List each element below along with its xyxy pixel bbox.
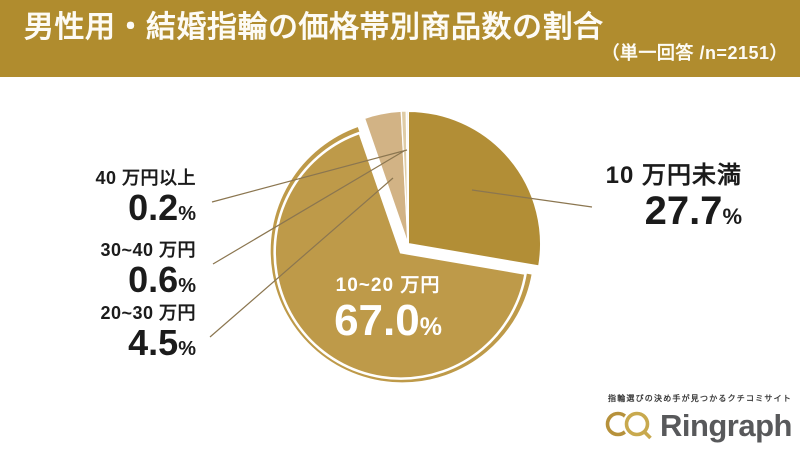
sample-size-note: （単一回答 /n=2151） [601, 43, 788, 63]
callout-20-30man: 20~30 万円 4.5% [100, 303, 196, 361]
brand-tagline: 指輪選びの決め手が見つかるクチコミサイト [608, 394, 792, 403]
percent-sign: % [178, 337, 196, 360]
callout-under-10man: 10 万円未満 27.7% [606, 162, 742, 231]
callout-value: 4.5% [128, 321, 196, 363]
header: 男性用・結婚指輪の価格帯別商品数の割合 （単一回答 /n=2151） [0, 0, 800, 77]
page-title: 男性用・結婚指輪の価格帯別商品数の割合 [24, 11, 604, 44]
leader-line-under-10man [471, 189, 593, 208]
pie-slice-under-10man [407, 109, 542, 268]
percent-sign: % [178, 274, 196, 297]
callout-30-40man: 30~40 万円 0.6% [100, 240, 196, 298]
callout-value: 27.7% [644, 188, 742, 233]
pie-slice-inset-line [273, 131, 528, 380]
percent-sign: % [722, 203, 742, 229]
brand-logo: 指輪選びの決め手が見つかるクチコミサイト Ringraph [604, 393, 793, 444]
callout-category: 40 万円以上 [95, 168, 196, 188]
callout-value: 0.6% [128, 258, 196, 300]
leader-line-20-30man [209, 177, 394, 338]
callout-category: 10 万円未満 [605, 162, 742, 189]
leader-line-30-40man [212, 150, 405, 265]
pie-slice-over-40man [405, 110, 409, 245]
callout-over-40man: 40 万円以上 0.2% [95, 168, 196, 226]
leader-line-over-40man [211, 149, 408, 203]
callout-value: 67.0% [334, 295, 442, 345]
percent-sign: % [419, 312, 442, 341]
pie-slice-10-20man [267, 123, 536, 386]
callout-category: 30~40 万円 [100, 240, 196, 260]
wedding-rings-icon [605, 409, 652, 440]
callout-category: 10~20 万円 [335, 275, 441, 296]
callout-10-20man: 10~20 万円 67.0% [288, 275, 488, 345]
brand-name: Ringraph [659, 407, 793, 443]
callout-category: 20~30 万円 [100, 303, 196, 323]
callout-value: 0.2% [128, 186, 196, 228]
percent-sign: % [178, 202, 196, 225]
